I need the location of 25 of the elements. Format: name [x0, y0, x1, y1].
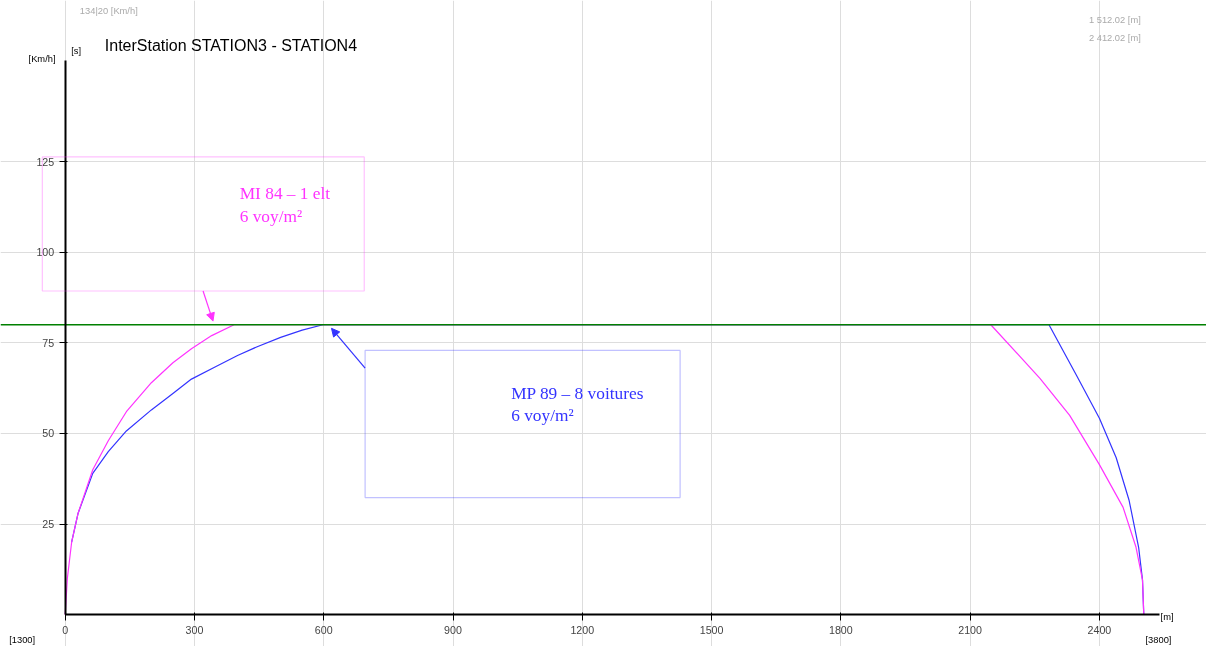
- y-tick-label: 25: [42, 518, 55, 531]
- x-tick-label: 900: [444, 623, 462, 636]
- x-tick-label: 1200: [570, 623, 595, 636]
- y-tick-label: 125: [36, 155, 55, 168]
- annotation: MP 89 – 8 voitures 6 voy/m²: [511, 383, 644, 426]
- annotation: MI 84 – 1 elt 6 voy/m²: [239, 184, 331, 227]
- chart-title: InterStation STATION3 - STATION4: [104, 37, 358, 55]
- x-tick-label: 0: [62, 623, 69, 636]
- text: [1300]: [9, 635, 36, 646]
- text: 1 512.02 [m]: [1088, 15, 1141, 26]
- text: [3800]: [1145, 635, 1172, 646]
- text: 2 412.02 [m]: [1088, 33, 1141, 44]
- x-tick-label: 1500: [699, 623, 724, 636]
- x-tick-label: 2100: [958, 623, 983, 636]
- x-axis-title: [m]: [1160, 611, 1174, 622]
- y-axis-title: [Km/h]: [28, 53, 56, 64]
- text: 134|20 [Km/h]: [79, 5, 138, 16]
- y-tick-label: 100: [36, 246, 55, 259]
- x-tick-label: 300: [185, 623, 204, 636]
- text: [s]: [71, 46, 82, 57]
- x-tick-label: 2400: [1087, 623, 1112, 636]
- y-tick-label: 50: [42, 427, 55, 440]
- x-tick-label: 1800: [828, 623, 853, 636]
- y-tick-label: 75: [42, 336, 55, 349]
- x-tick-label: 600: [314, 623, 333, 636]
